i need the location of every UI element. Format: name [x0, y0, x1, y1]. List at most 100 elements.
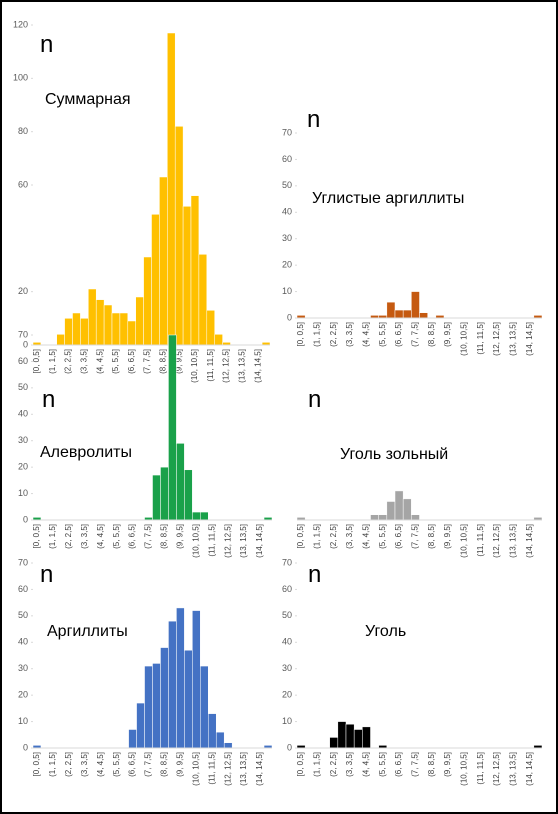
y-tick-label: 70 [18, 557, 28, 567]
y-tick-label: 30 [282, 663, 292, 673]
x-tick-label: (7, 7,5] [411, 752, 420, 777]
x-tick-label: (1, 1,5] [48, 524, 57, 549]
bar [215, 731, 225, 749]
bar [176, 607, 185, 749]
bar [103, 304, 113, 346]
y-tick-label: 70 [18, 329, 28, 339]
bar [206, 310, 215, 346]
bar [111, 312, 121, 346]
x-tick-label: (13, 13,5] [509, 524, 518, 558]
x-tick-label: (7, 7,5] [411, 322, 420, 347]
x-tick-label: (14, 14,5] [253, 349, 262, 383]
x-tick-label: [0, 0,5] [32, 524, 41, 548]
bar [402, 498, 412, 521]
bar [144, 665, 153, 749]
y-tick-label: 0 [287, 742, 292, 752]
x-tick-label: (11, 11,5] [207, 524, 216, 557]
bar [402, 309, 412, 319]
bar [190, 195, 200, 346]
y-tick-label: 80 [18, 126, 28, 136]
bar [208, 713, 217, 749]
x-tick-label: (10, 10,5] [191, 752, 200, 786]
bar [152, 474, 161, 521]
chart-title: Уголь [365, 623, 406, 640]
x-tick-label: [0, 0,5] [296, 524, 305, 548]
bar [160, 466, 169, 521]
y-tick-label: 50 [18, 382, 28, 392]
bar [411, 291, 420, 319]
x-tick-label: (2, 2,5] [64, 524, 73, 549]
x-tick-label: (12, 12,5] [492, 524, 501, 558]
x-tick-label: (9, 9,5] [443, 752, 452, 777]
x-tick-label: (14, 14,5] [525, 322, 534, 356]
y-tick-label: 10 [18, 488, 28, 498]
y-tick-label: 100 [13, 73, 28, 83]
x-tick-label: (2, 2,5] [329, 752, 338, 777]
bar [167, 32, 176, 346]
bar [95, 299, 105, 346]
x-tick-label: (8, 8,5] [160, 752, 169, 777]
x-tick-label: (2, 2,5] [64, 349, 73, 374]
x-tick-label: (14, 14,5] [525, 752, 534, 786]
bar [378, 514, 388, 521]
x-tick-label: (6, 6,5] [128, 524, 137, 549]
bar [353, 729, 363, 749]
x-tick-label: (3, 3,5] [80, 752, 89, 777]
y-tick-label: 70 [282, 557, 292, 567]
x-tick-label: (5, 5,5] [378, 524, 387, 549]
x-tick-label: (3, 3,5] [80, 524, 89, 549]
x-tick-label: (6, 6,5] [394, 322, 403, 347]
chart-title: Углистые аргиллиты [312, 190, 464, 207]
x-tick-label: (9, 9,5] [443, 322, 452, 347]
x-tick-label: (8, 8,5] [427, 322, 436, 347]
x-tick-label: (7, 7,5] [144, 524, 153, 549]
y-tick-label: 120 [13, 19, 28, 29]
x-tick-label: (1, 1,5] [48, 349, 57, 374]
x-tick-label: (9, 9,5] [443, 524, 452, 549]
bar [159, 176, 168, 346]
axis-label: n [40, 561, 53, 588]
x-tick-label: [0, 0,5] [32, 349, 41, 373]
axis-label: n [308, 386, 321, 413]
x-tick-label: [0, 0,5] [32, 752, 41, 776]
x-tick-label: (13, 13,5] [239, 752, 248, 786]
bar [184, 469, 193, 521]
x-tick-label: (13, 13,5] [239, 524, 248, 558]
bar [214, 334, 223, 346]
x-tick-label: [0, 0,5] [296, 322, 305, 346]
y-tick-label: 60 [18, 584, 28, 594]
x-tick-label: (4, 4,5] [96, 752, 105, 777]
x-tick-label: (6, 6,5] [127, 349, 136, 374]
y-tick-label: 20 [282, 260, 292, 270]
y-tick-label: 60 [282, 154, 292, 164]
bar [176, 443, 185, 521]
x-tick-label: (8, 8,5] [160, 524, 169, 549]
bar [223, 742, 233, 749]
bar [192, 610, 201, 749]
y-tick-label: 10 [18, 716, 28, 726]
x-tick-label: (10, 10,5] [190, 349, 199, 383]
y-tick-label: 40 [18, 409, 28, 419]
x-tick-label: (4, 4,5] [362, 322, 371, 347]
y-tick-label: 20 [18, 690, 28, 700]
x-tick-label: (10, 10,5] [460, 752, 469, 786]
y-tick-label: 30 [282, 233, 292, 243]
x-tick-label: (2, 2,5] [329, 322, 338, 347]
chart-title: Аргиллиты [47, 623, 128, 640]
x-tick-label: (6, 6,5] [394, 752, 403, 777]
x-tick-label: (1, 1,5] [313, 322, 322, 347]
bar [200, 665, 209, 749]
y-tick-label: 40 [18, 637, 28, 647]
axis-label: n [307, 106, 320, 133]
chart-title: Алевролиты [40, 444, 132, 461]
y-tick-label: 0 [23, 339, 28, 349]
x-tick-label: (13, 13,5] [509, 322, 518, 356]
x-tick-label: (6, 6,5] [394, 524, 403, 549]
bar [198, 254, 208, 346]
x-tick-label: (10, 10,5] [191, 524, 200, 558]
x-tick-label: (12, 12,5] [492, 322, 501, 356]
bar [72, 312, 81, 346]
y-tick-label: 0 [287, 312, 292, 322]
bar [64, 318, 73, 346]
